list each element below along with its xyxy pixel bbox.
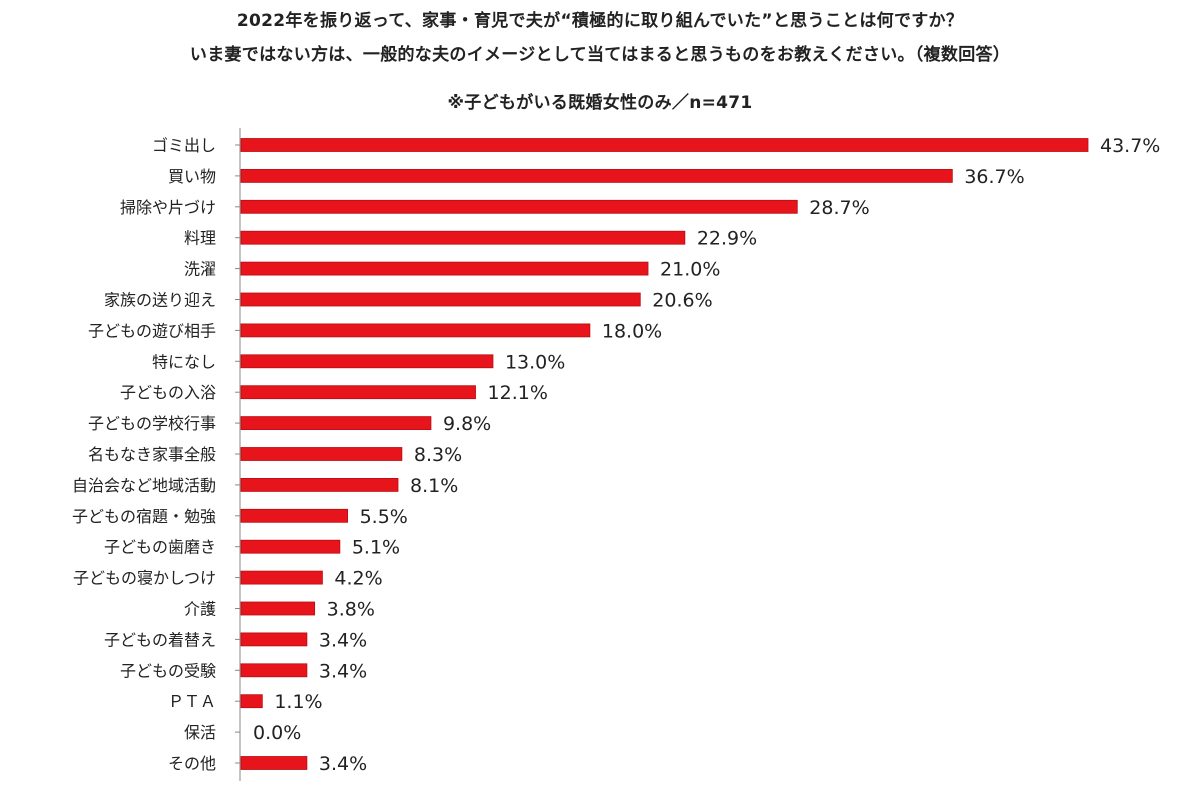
bar	[240, 694, 263, 709]
category-label: 料理	[184, 229, 216, 248]
category-label: 子どもの歯磨き	[104, 538, 216, 557]
data-label: 8.1%	[410, 475, 458, 497]
data-label: 28.7%	[809, 197, 869, 219]
bar	[240, 199, 798, 214]
bar	[240, 261, 649, 276]
bar	[240, 447, 403, 461]
data-label: 12.1%	[488, 382, 548, 404]
bar	[240, 323, 591, 338]
data-label: 0.0%	[253, 722, 301, 744]
category-label: 子どもの学校行事	[88, 414, 216, 433]
category-label: 子どもの受験	[120, 661, 216, 680]
category-label: 名もなき家事全般	[88, 445, 216, 464]
bar	[240, 477, 399, 492]
data-label: 3.4%	[319, 753, 367, 775]
category-label: 子どもの宿題・勉強	[72, 507, 216, 526]
data-label: 21.0%	[660, 259, 720, 281]
bar	[240, 508, 349, 523]
bar	[240, 416, 432, 431]
category-label: 買い物	[168, 167, 216, 186]
bar	[240, 230, 686, 245]
data-label: 36.7%	[964, 166, 1024, 188]
data-label: 13.0%	[505, 351, 565, 373]
bar	[240, 168, 953, 183]
data-label: 5.1%	[352, 537, 400, 559]
data-label: 22.9%	[697, 228, 757, 250]
bar	[240, 570, 323, 585]
category-label: 子どもの寝かしつけ	[73, 569, 216, 588]
data-label: 18.0%	[602, 320, 662, 342]
bar	[240, 632, 308, 647]
data-label: 20.6%	[652, 290, 712, 312]
category-label: 掃除や片づけ	[120, 198, 216, 217]
data-label: 9.8%	[443, 413, 491, 435]
bar	[240, 539, 341, 554]
bar	[240, 663, 308, 678]
data-label: 4.2%	[334, 568, 382, 590]
category-label: 自治会など地域活動	[72, 476, 216, 495]
data-label: 5.5%	[360, 506, 408, 528]
data-label: 3.4%	[319, 629, 367, 651]
category-label: 家族の送り迎え	[104, 291, 216, 310]
chart-title: 2022年を振り返って、家事・育児で夫が“積極的に取り組んでいた”と思うことは何…	[236, 11, 964, 31]
category-label: 洗濯	[184, 260, 216, 279]
category-label: 特になし	[152, 352, 216, 371]
data-label: 43.7%	[1100, 135, 1160, 157]
data-label: 8.3%	[414, 444, 462, 466]
bar	[240, 756, 308, 770]
bar	[240, 601, 316, 616]
data-label: 3.8%	[327, 599, 375, 621]
category-label: 子どもの遊び相手	[88, 321, 216, 340]
bar	[240, 138, 1089, 152]
data-label: 3.4%	[319, 660, 367, 682]
bar	[240, 385, 476, 400]
category-label: 介護	[184, 600, 216, 619]
category-label: 子どもの入浴	[120, 383, 216, 402]
bar	[240, 354, 494, 369]
category-label: 保活	[184, 723, 216, 742]
category-label: 子どもの着替え	[104, 630, 216, 649]
chart-subtitle: いま妻ではない方は、一般的な夫のイメージとして当てはまると思うものをお教えくださ…	[189, 45, 1011, 65]
category-label: その他	[168, 754, 216, 773]
data-label: 1.1%	[274, 691, 322, 713]
chart-note: ※子どもがいる既婚女性のみ／n=471	[447, 93, 753, 113]
category-label: ＰＴＡ	[168, 692, 216, 711]
category-label: ゴミ出し	[152, 136, 216, 155]
bar	[240, 292, 641, 307]
